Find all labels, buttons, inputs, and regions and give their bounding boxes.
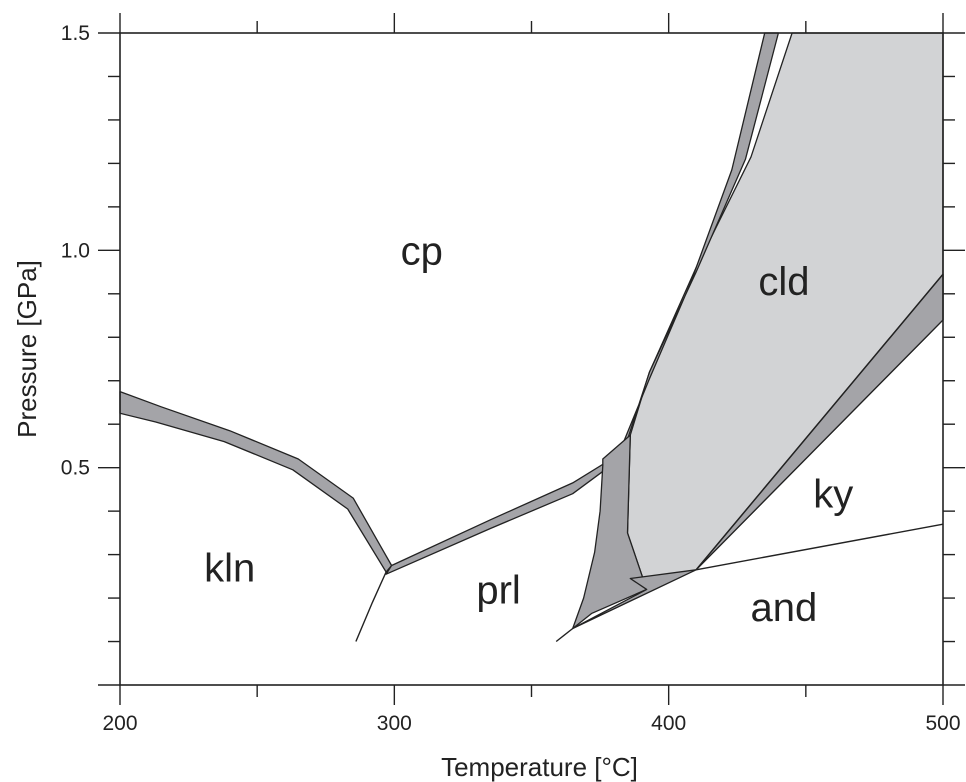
y-tick-label-1.5: 1.5 (61, 22, 90, 45)
x-tick-label-400: 400 (651, 712, 686, 735)
phase-band-2 (385, 451, 623, 575)
field-label-prl: prl (476, 568, 520, 612)
y-axis-title: Pressure [GPa] (12, 260, 42, 438)
phase-boundary-lines (355, 273, 944, 643)
field-label-cp: cp (401, 229, 443, 273)
axis-tick-labels: 200 300 400 500 0.5 1.0 1.5 (61, 22, 961, 735)
field-labels: cp cld kln prl ky and (204, 229, 853, 629)
field-label-kln: kln (204, 547, 255, 591)
phase-band-5 (572, 434, 648, 630)
field-label-cld: cld (758, 260, 809, 304)
boundary-line-2 (555, 627, 574, 643)
phase-band-1 (119, 390, 393, 573)
x-tick-label-300: 300 (377, 712, 412, 735)
field-label-ky: ky (813, 473, 853, 517)
phase-band-3 (626, 32, 944, 591)
y-tick-label-0.5: 0.5 (61, 457, 90, 480)
boundary-line-1 (355, 571, 387, 642)
x-tick-label-500: 500 (925, 712, 960, 735)
axis-ticks (98, 13, 965, 705)
x-tick-label-200: 200 (102, 712, 137, 735)
boundary-line-4 (695, 273, 944, 571)
y-tick-label-1.0: 1.0 (61, 239, 90, 262)
x-axis-title: Temperature [°C] (441, 752, 638, 782)
phase-field-bands (119, 32, 944, 630)
boundary-line-3 (695, 523, 944, 571)
field-label-and: and (751, 586, 818, 630)
